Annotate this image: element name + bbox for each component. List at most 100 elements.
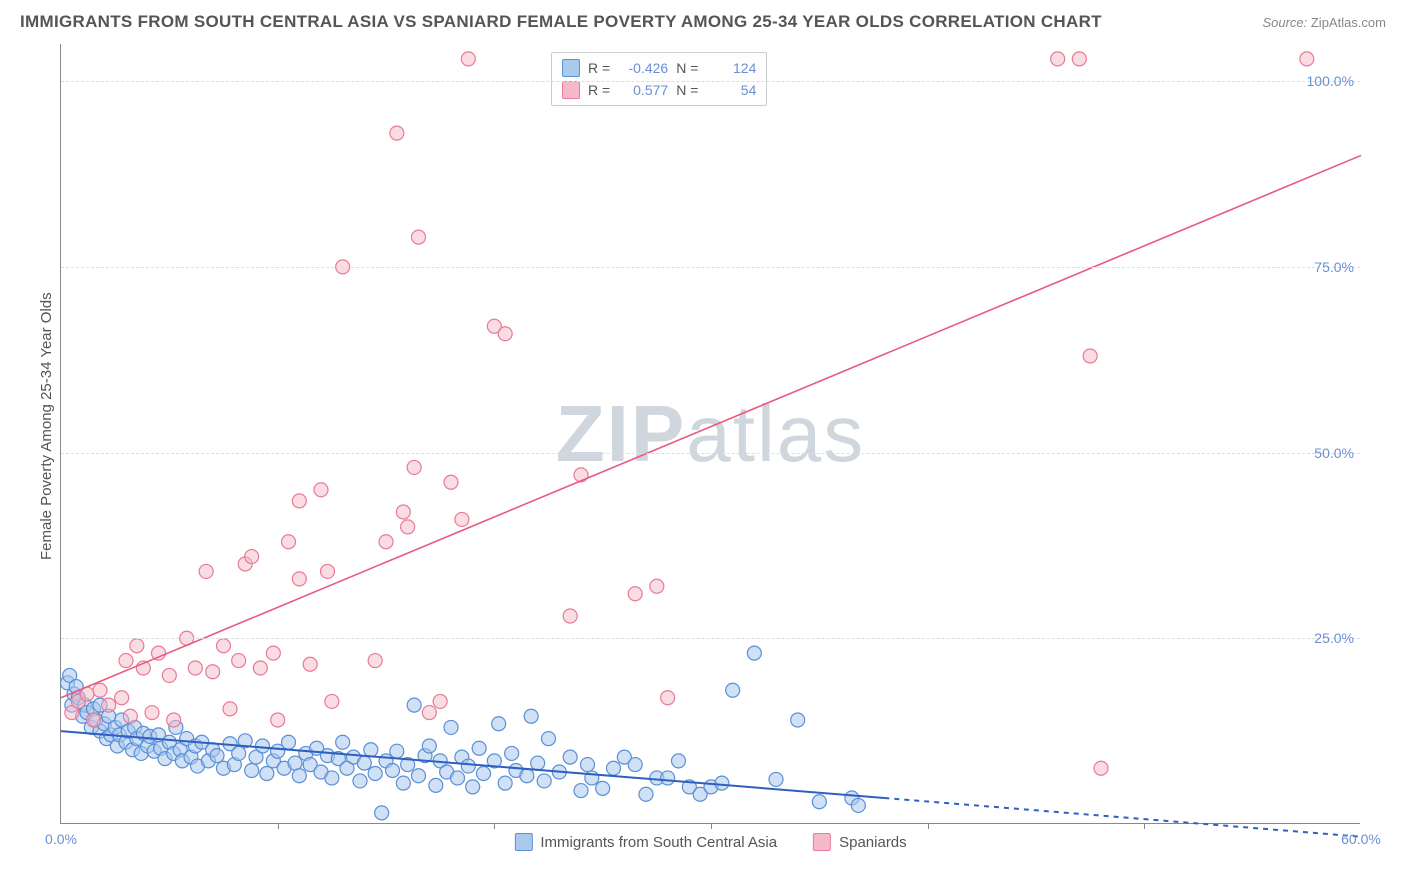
data-point-pink xyxy=(145,706,159,720)
plot-area: ZIPatlas R = -0.426 N = 124 R = 0.577 N … xyxy=(60,44,1360,824)
gridline xyxy=(61,638,1360,639)
x-tick-mark xyxy=(1144,823,1145,829)
chart-title: IMMIGRANTS FROM SOUTH CENTRAL ASIA VS SP… xyxy=(20,12,1102,32)
r-value-pink: 0.577 xyxy=(618,79,668,101)
data-point-blue xyxy=(596,781,610,795)
data-point-blue xyxy=(715,776,729,790)
data-point-blue xyxy=(531,756,545,770)
data-point-pink xyxy=(390,126,404,140)
data-point-pink xyxy=(292,572,306,586)
data-point-pink xyxy=(266,646,280,660)
data-point-blue xyxy=(368,766,382,780)
bottom-legend-item-pink: Spaniards xyxy=(813,833,907,851)
data-point-blue xyxy=(477,766,491,780)
data-point-blue xyxy=(412,769,426,783)
data-point-blue xyxy=(520,769,534,783)
data-point-pink xyxy=(206,665,220,679)
data-point-pink xyxy=(412,230,426,244)
data-point-pink xyxy=(650,579,664,593)
data-point-pink xyxy=(368,654,382,668)
data-point-pink xyxy=(498,327,512,341)
source-name: ZipAtlas.com xyxy=(1311,15,1386,30)
data-point-pink xyxy=(167,713,181,727)
data-point-blue xyxy=(505,746,519,760)
data-point-blue xyxy=(396,776,410,790)
x-tick-mark xyxy=(494,823,495,829)
bottom-label-pink: Spaniards xyxy=(839,834,907,851)
trend-line-extension-blue xyxy=(884,798,1361,837)
data-point-pink xyxy=(152,646,166,660)
data-point-pink xyxy=(123,709,137,723)
r-label: R = xyxy=(588,79,610,101)
data-point-pink xyxy=(1300,52,1314,66)
data-point-blue xyxy=(607,761,621,775)
data-point-blue xyxy=(444,720,458,734)
gridline xyxy=(61,453,1360,454)
data-point-pink xyxy=(563,609,577,623)
data-point-blue xyxy=(581,758,595,772)
bottom-legend-item-blue: Immigrants from South Central Asia xyxy=(514,833,777,851)
x-tick-mark xyxy=(928,823,929,829)
data-point-pink xyxy=(433,694,447,708)
data-point-blue xyxy=(260,766,274,780)
data-point-pink xyxy=(119,654,133,668)
bottom-swatch-blue xyxy=(514,833,532,851)
data-point-pink xyxy=(444,475,458,489)
gridline xyxy=(61,81,1360,82)
data-point-pink xyxy=(282,535,296,549)
data-point-blue xyxy=(574,784,588,798)
data-point-blue xyxy=(429,778,443,792)
source-prefix: Source: xyxy=(1262,15,1310,30)
y-tick-label: 25.0% xyxy=(1314,630,1354,646)
data-point-blue xyxy=(245,764,259,778)
data-point-blue xyxy=(325,771,339,785)
data-point-blue xyxy=(747,646,761,660)
n-label: N = xyxy=(676,79,698,101)
bottom-legend: Immigrants from South Central Asia Spani… xyxy=(514,833,906,851)
legend-swatch-blue xyxy=(562,59,580,77)
data-point-pink xyxy=(422,706,436,720)
data-point-blue xyxy=(542,732,556,746)
data-point-blue xyxy=(232,746,246,760)
data-point-blue xyxy=(210,749,224,763)
y-tick-label: 75.0% xyxy=(1314,259,1354,275)
y-tick-label: 50.0% xyxy=(1314,445,1354,461)
data-point-blue xyxy=(472,741,486,755)
data-point-pink xyxy=(199,564,213,578)
data-point-pink xyxy=(102,698,116,712)
data-point-pink xyxy=(162,668,176,682)
data-point-pink xyxy=(661,691,675,705)
bottom-swatch-pink xyxy=(813,833,831,851)
data-point-blue xyxy=(498,776,512,790)
data-point-blue xyxy=(336,735,350,749)
data-point-blue xyxy=(375,806,389,820)
data-point-blue xyxy=(672,754,686,768)
data-point-blue xyxy=(628,758,642,772)
data-point-pink xyxy=(1094,761,1108,775)
data-point-pink xyxy=(130,639,144,653)
data-point-pink xyxy=(628,587,642,601)
data-point-pink xyxy=(407,460,421,474)
legend-swatch-pink xyxy=(562,81,580,99)
legend-row-pink: R = 0.577 N = 54 xyxy=(562,79,756,101)
data-point-blue xyxy=(524,709,538,723)
data-point-pink xyxy=(321,564,335,578)
data-point-blue xyxy=(282,735,296,749)
data-point-pink xyxy=(1051,52,1065,66)
y-tick-label: 100.0% xyxy=(1307,73,1354,89)
data-point-blue xyxy=(407,698,421,712)
data-point-blue xyxy=(451,771,465,785)
data-point-blue xyxy=(812,795,826,809)
data-point-blue xyxy=(461,759,475,773)
trend-line-pink xyxy=(61,155,1361,697)
data-point-pink xyxy=(93,683,107,697)
data-point-pink xyxy=(303,657,317,671)
x-tick-mark xyxy=(278,823,279,829)
data-point-pink xyxy=(232,654,246,668)
x-tick-mark xyxy=(711,823,712,829)
data-point-blue xyxy=(661,771,675,785)
r-label: R = xyxy=(588,57,610,79)
data-point-blue xyxy=(563,750,577,764)
data-point-blue xyxy=(390,744,404,758)
title-bar: IMMIGRANTS FROM SOUTH CENTRAL ASIA VS SP… xyxy=(20,12,1386,32)
